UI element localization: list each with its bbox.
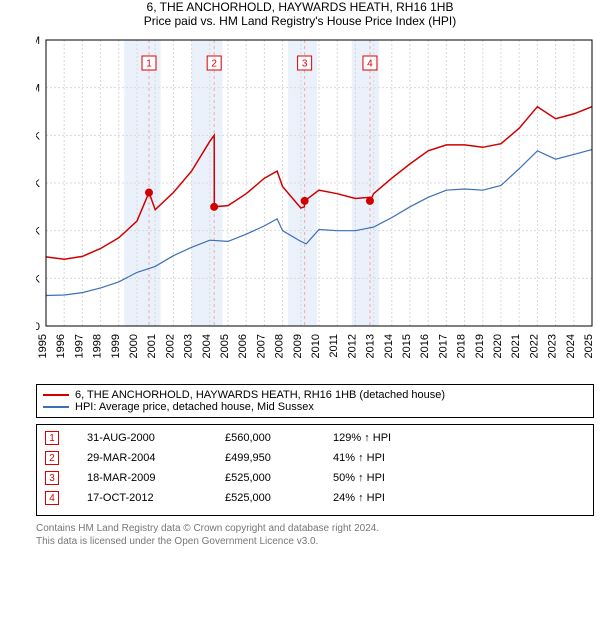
- legend: 6, THE ANCHORHOLD, HAYWARDS HEATH, RH16 …: [36, 384, 594, 418]
- legend-swatch: [43, 406, 69, 408]
- chart-subtitle: Price paid vs. HM Land Registry's House …: [0, 14, 600, 28]
- svg-text:1998: 1998: [92, 334, 104, 358]
- svg-text:2021: 2021: [510, 334, 522, 358]
- svg-text:2003: 2003: [183, 334, 195, 358]
- sale-date: 31-AUG-2000: [87, 432, 197, 444]
- legend-item-property: 6, THE ANCHORHOLD, HAYWARDS HEATH, RH16 …: [43, 389, 587, 401]
- svg-text:2017: 2017: [437, 334, 449, 358]
- svg-text:£400K: £400K: [36, 226, 41, 238]
- svg-text:2019: 2019: [474, 334, 486, 358]
- svg-text:2025: 2025: [583, 334, 595, 358]
- svg-text:£1M: £1M: [36, 83, 40, 95]
- svg-text:1999: 1999: [110, 334, 122, 358]
- svg-text:2007: 2007: [255, 334, 267, 358]
- svg-text:2008: 2008: [274, 334, 286, 358]
- svg-text:1995: 1995: [37, 334, 49, 358]
- svg-text:2011: 2011: [328, 334, 340, 358]
- svg-text:1996: 1996: [55, 334, 67, 358]
- sale-price: £560,000: [225, 432, 305, 444]
- legend-label: 6, THE ANCHORHOLD, HAYWARDS HEATH, RH16 …: [75, 389, 445, 401]
- svg-text:2001: 2001: [146, 334, 158, 358]
- svg-text:2000: 2000: [128, 334, 140, 358]
- svg-text:3: 3: [302, 59, 308, 70]
- svg-text:2023: 2023: [547, 334, 559, 358]
- svg-text:2013: 2013: [365, 334, 377, 358]
- svg-text:£800K: £800K: [36, 130, 41, 142]
- svg-text:1997: 1997: [73, 334, 85, 358]
- svg-text:£0: £0: [36, 321, 40, 333]
- sales-table: 1 31-AUG-2000 £560,000 129% ↑ HPI 2 29-M…: [36, 424, 594, 516]
- sale-pct: 50% ↑ HPI: [333, 472, 453, 484]
- sale-marker-icon: 3: [45, 471, 59, 485]
- svg-text:£200K: £200K: [36, 273, 41, 285]
- table-row: 4 17-OCT-2012 £525,000 24% ↑ HPI: [45, 491, 585, 505]
- svg-text:4: 4: [367, 59, 373, 70]
- sale-marker-icon: 1: [45, 431, 59, 445]
- footer-line: This data is licensed under the Open Gov…: [36, 535, 594, 548]
- sale-price: £525,000: [225, 472, 305, 484]
- svg-text:2012: 2012: [346, 334, 358, 358]
- svg-text:2005: 2005: [219, 334, 231, 358]
- sale-price: £499,950: [225, 452, 305, 464]
- svg-text:2020: 2020: [492, 334, 504, 358]
- svg-text:2024: 2024: [565, 334, 577, 358]
- svg-text:2022: 2022: [528, 334, 540, 358]
- svg-text:2002: 2002: [164, 334, 176, 358]
- sale-date: 29-MAR-2004: [87, 452, 197, 464]
- footer-attribution: Contains HM Land Registry data © Crown c…: [36, 522, 594, 548]
- legend-item-hpi: HPI: Average price, detached house, Mid …: [43, 401, 587, 413]
- sale-date: 17-OCT-2012: [87, 492, 197, 504]
- plot-area: £0 £200K £400K £600K £800K £1M £1.2M 1995 1996 19…: [36, 32, 596, 382]
- legend-swatch: [43, 394, 69, 396]
- sale-price: £525,000: [225, 492, 305, 504]
- table-row: 2 29-MAR-2004 £499,950 41% ↑ HPI: [45, 451, 585, 465]
- sale-marker-icon: 2: [45, 451, 59, 465]
- table-row: 1 31-AUG-2000 £560,000 129% ↑ HPI: [45, 431, 585, 445]
- footer-line: Contains HM Land Registry data © Crown c…: [36, 522, 594, 535]
- sale-marker-icon: 4: [45, 491, 59, 505]
- sale-date: 18-MAR-2009: [87, 472, 197, 484]
- sale-pct: 24% ↑ HPI: [333, 492, 453, 504]
- svg-text:£600K: £600K: [36, 178, 41, 190]
- sale-pct: 41% ↑ HPI: [333, 452, 453, 464]
- svg-text:2006: 2006: [237, 334, 249, 358]
- svg-text:2015: 2015: [401, 334, 413, 358]
- svg-text:2: 2: [211, 59, 217, 70]
- legend-label: HPI: Average price, detached house, Mid …: [75, 401, 314, 413]
- sale-pct: 129% ↑ HPI: [333, 432, 453, 444]
- svg-text:2010: 2010: [310, 334, 322, 358]
- svg-text:1: 1: [146, 59, 152, 70]
- svg-text:2004: 2004: [201, 334, 213, 358]
- chart-title: 6, THE ANCHORHOLD, HAYWARDS HEATH, RH16 …: [0, 0, 600, 14]
- table-row: 3 18-MAR-2009 £525,000 50% ↑ HPI: [45, 471, 585, 485]
- svg-text:2009: 2009: [292, 334, 304, 358]
- svg-text:2016: 2016: [419, 334, 431, 358]
- svg-text:2014: 2014: [383, 334, 395, 358]
- svg-text:2018: 2018: [456, 334, 468, 358]
- svg-text:£1.2M: £1.2M: [36, 35, 40, 47]
